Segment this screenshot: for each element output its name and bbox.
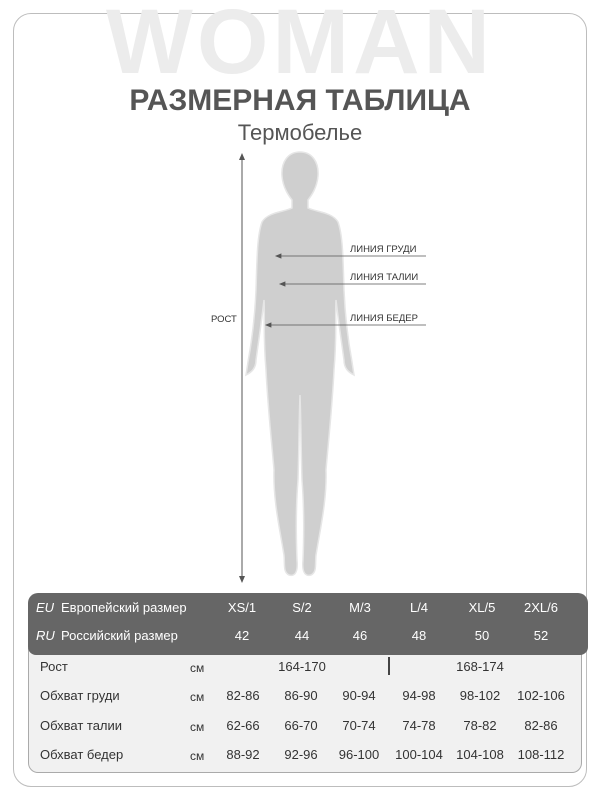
row-label: Рост	[40, 659, 68, 674]
row-unit: см	[190, 720, 205, 734]
chest-line-label: ЛИНИЯ ГРУДИ	[350, 244, 417, 255]
row-unit: см	[190, 690, 205, 704]
cell: 104-108	[456, 747, 504, 762]
ru-size-row: RU Российский размер 42 44 46 48 50 52	[0, 628, 600, 650]
watermark: WOMAN	[106, 0, 494, 93]
eu-size: XL/5	[468, 600, 496, 615]
ru-size: 46	[352, 628, 368, 643]
cell: 78-82	[463, 718, 497, 733]
woman-silhouette	[245, 151, 355, 577]
eu-code: EU	[36, 600, 55, 615]
waist-line-label: ЛИНИЯ ТАЛИИ	[350, 272, 419, 283]
woman-figure-illustration	[239, 151, 426, 583]
cell: 70-74	[342, 718, 376, 733]
hip-line-label: ЛИНИЯ БЕДЕР	[350, 313, 418, 324]
eu-size-row: EU Европейский размер XS/1 S/2 M/3 L/4 X…	[0, 600, 600, 622]
waist-row: Обхват талии см 62-66 66-70 70-74 74-78 …	[0, 718, 600, 740]
cell: 74-78	[402, 718, 436, 733]
eu-size: L/4	[409, 600, 429, 615]
cell: 82-86	[226, 688, 260, 703]
card-frame	[13, 13, 587, 787]
cell: 108-112	[517, 747, 565, 762]
ru-size: 52	[533, 628, 549, 643]
cell: 88-92	[226, 747, 260, 762]
ru-code: RU	[36, 628, 55, 643]
cell: 98-102	[459, 688, 501, 703]
height-group: 168-174	[456, 659, 504, 674]
height-arrow	[239, 153, 245, 583]
cell: 102-106	[517, 688, 565, 703]
eu-size: S/2	[292, 600, 312, 615]
height-group: 164-170	[278, 659, 326, 674]
eu-label: Европейский размер	[61, 600, 187, 615]
cell: 92-96	[284, 747, 318, 762]
cell: 86-90	[284, 688, 318, 703]
height-label: РОСТ	[211, 314, 237, 325]
cell: 96-100	[338, 747, 380, 762]
row-unit: см	[190, 661, 205, 675]
ru-size: 48	[411, 628, 427, 643]
chest-row: Обхват груди см 82-86 86-90 90-94 94-98 …	[0, 688, 600, 710]
ru-label: Российский размер	[61, 628, 178, 643]
ru-size: 42	[234, 628, 250, 643]
row-label: Обхват бедер	[40, 747, 124, 762]
measure-lines	[264, 253, 426, 328]
cell: 94-98	[402, 688, 436, 703]
row-label: Обхват талии	[40, 718, 123, 733]
cell: 66-70	[284, 718, 318, 733]
eu-size: 2XL/6	[524, 600, 558, 615]
ru-size: 50	[474, 628, 490, 643]
size-table-header	[28, 593, 588, 655]
height-row: Рост см 164-170 168-174	[0, 659, 600, 681]
height-separator	[388, 657, 390, 675]
page-subtitle: Термобелье	[237, 120, 363, 145]
hip-row: Обхват бедер см 88-92 92-96 96-100 100-1…	[0, 747, 600, 769]
size-table-body	[28, 648, 582, 773]
eu-size: M/3	[349, 600, 371, 615]
page-title: РАЗМЕРНАЯ ТАБЛИЦА	[129, 84, 471, 117]
row-unit: см	[190, 749, 205, 763]
cell: 82-86	[524, 718, 558, 733]
eu-size: XS/1	[227, 600, 257, 615]
cell: 62-66	[226, 718, 260, 733]
row-label: Обхват груди	[40, 688, 120, 703]
ru-size: 44	[294, 628, 310, 643]
cell: 100-104	[395, 747, 443, 762]
cell: 90-94	[342, 688, 376, 703]
